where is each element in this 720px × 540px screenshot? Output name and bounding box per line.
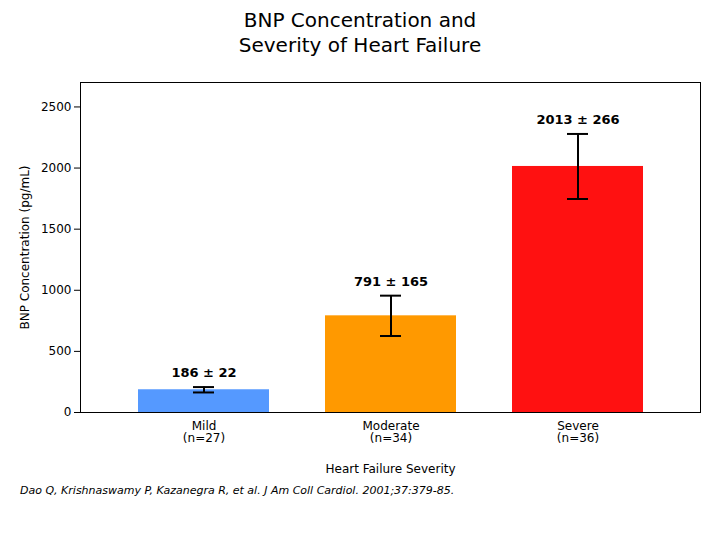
svg-text:BNP Concentration (pg/mL): BNP Concentration (pg/mL) xyxy=(18,166,32,330)
svg-text:791 ± 165: 791 ± 165 xyxy=(354,274,428,289)
svg-text:500: 500 xyxy=(49,344,72,358)
html-text:BNP Concentration and Severity: BNP Concentration and Severity of Heart … xyxy=(238,8,482,57)
svg-text:2500: 2500 xyxy=(41,100,72,114)
html-text:Dao Q, Krishnaswamy P, Kazaneg: Dao Q, Krishnaswamy P, Kazanegra R, et a… xyxy=(20,484,455,497)
svg-text:186 ± 22: 186 ± 22 xyxy=(171,365,236,380)
svg-text:Severe(n=36): Severe(n=36) xyxy=(557,419,599,445)
svg-text:2000: 2000 xyxy=(41,161,72,175)
svg-text:Mild(n=27): Mild(n=27) xyxy=(183,419,225,445)
svg-text:Moderate(n=34): Moderate(n=34) xyxy=(362,419,419,445)
svg-text:1500: 1500 xyxy=(41,222,72,236)
svg-text:1000: 1000 xyxy=(41,283,72,297)
svg-text:0: 0 xyxy=(64,405,72,419)
svg-text:Heart Failure Severity: Heart Failure Severity xyxy=(325,462,455,476)
svg-text:2013 ± 266: 2013 ± 266 xyxy=(536,112,619,127)
